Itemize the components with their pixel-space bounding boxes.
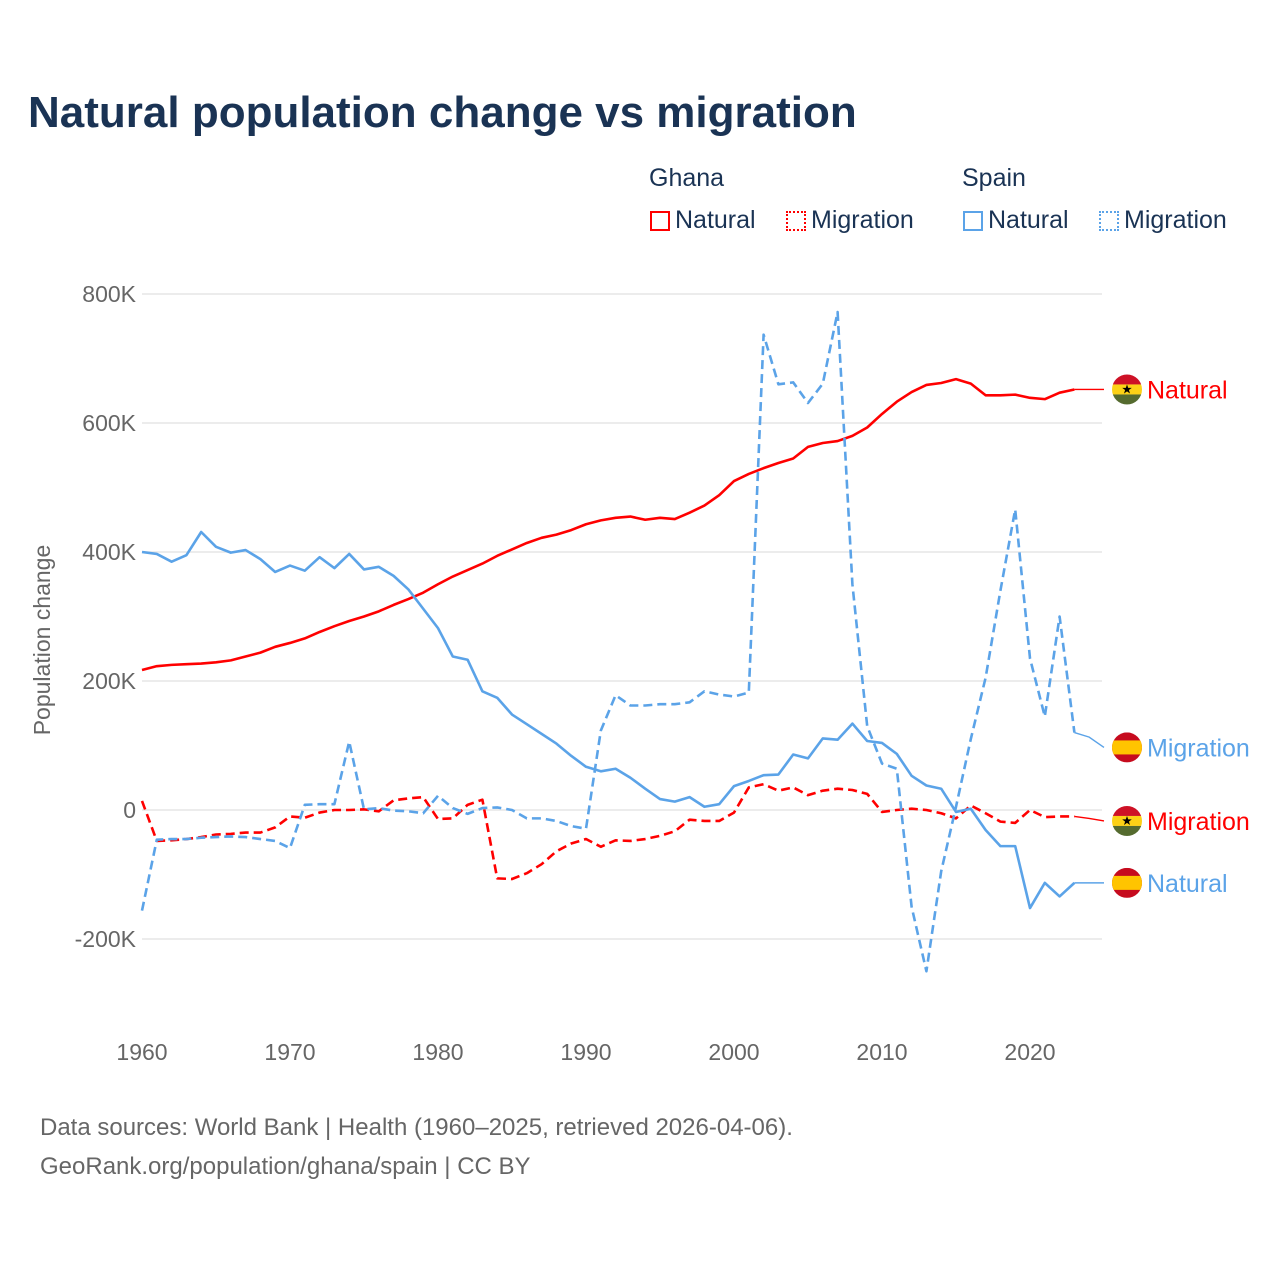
flag-stripe-green	[1112, 825, 1142, 836]
ghana-flag-icon	[1112, 805, 1142, 836]
star-icon	[1122, 815, 1132, 825]
legend-group-spain: Spain	[962, 164, 1026, 192]
legend-label: Migration	[1124, 206, 1227, 234]
x-tick-label: 2010	[856, 1039, 907, 1065]
chart-title: Natural population change vs migration	[28, 88, 857, 137]
flag-body	[1112, 374, 1142, 405]
series-projection-spain-migration	[1074, 731, 1105, 749]
flag-stripe-red	[1112, 374, 1142, 385]
star-icon	[1122, 384, 1132, 394]
spain-flag-icon	[1112, 867, 1142, 898]
end-label: Natural	[1147, 376, 1228, 404]
flag-body	[1112, 805, 1142, 836]
flag-stripe-yellow	[1112, 740, 1142, 755]
x-tick-label: 2020	[1004, 1039, 1055, 1065]
series-line-ghana-natural	[141, 377, 1075, 672]
legend-swatch-solid-blue	[963, 210, 983, 231]
legend-spain-migration[interactable]: Migration	[1099, 206, 1227, 235]
y-tick-label: -200K	[75, 926, 137, 952]
x-tick-label: 1970	[264, 1039, 315, 1065]
legend-ghana-migration[interactable]: Migration	[786, 206, 914, 235]
end-label: Migration	[1147, 734, 1250, 762]
legend-spain-natural[interactable]: Natural	[963, 206, 1069, 235]
series-line-spain-migration	[140, 310, 1076, 973]
spain-flag-icon	[1112, 732, 1142, 763]
end-label: Natural	[1147, 870, 1228, 898]
legend-label: Migration	[811, 206, 914, 234]
y-tick-label: 400K	[82, 539, 136, 565]
ghana-flag-icon	[1112, 374, 1142, 405]
footer: Data sources: World Bank | Health (1960–…	[40, 1108, 793, 1186]
legend-label: Natural	[675, 206, 756, 234]
flag-stripe-red	[1112, 805, 1142, 816]
footer-sources: Data sources: World Bank | Health (1960–…	[40, 1114, 793, 1141]
legend-label: Natural	[988, 206, 1069, 234]
y-tick-label: 800K	[82, 281, 136, 307]
x-tick-label: 1980	[412, 1039, 463, 1065]
series-projection-ghana-migration	[1074, 815, 1105, 822]
flag-stripe-yellow	[1112, 875, 1142, 890]
series-line-ghana-migration	[140, 782, 1075, 881]
flag-body	[1112, 867, 1142, 898]
end-label: Migration	[1147, 808, 1250, 836]
legend-swatch-dotted-blue	[1099, 210, 1119, 231]
flag-stripe-green	[1112, 394, 1142, 405]
y-tick-label: 200K	[82, 668, 136, 694]
legend-swatch-solid-red	[650, 210, 670, 231]
series-line-spain-natural	[141, 530, 1076, 910]
y-axis-label: Population change	[29, 545, 55, 736]
legend-group-ghana: Ghana	[649, 164, 725, 192]
flag-body	[1112, 732, 1142, 763]
legend-swatch-dotted-red	[786, 210, 806, 231]
x-tick-label: 1990	[560, 1039, 611, 1065]
footer-link[interactable]: GeoRank.org/population/ghana/spain | CC …	[40, 1153, 531, 1180]
x-tick-label: 2000	[708, 1039, 759, 1065]
y-tick-label: 600K	[82, 410, 136, 436]
y-tick-label: 0	[123, 797, 136, 823]
legend-ghana-natural[interactable]: Natural	[650, 206, 756, 235]
x-tick-label: 1960	[116, 1039, 167, 1065]
